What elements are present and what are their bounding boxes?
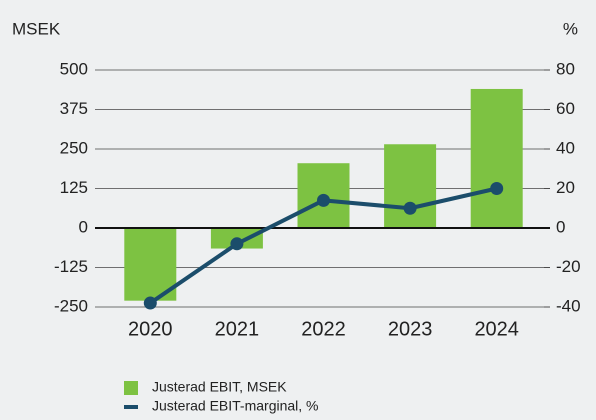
x-tick-label: 2023 bbox=[388, 318, 433, 340]
y-tick-label: 250 bbox=[60, 138, 88, 157]
y2-tick-label: 80 bbox=[556, 59, 575, 78]
line-marker bbox=[317, 193, 330, 207]
legend-label: Justerad EBIT-marginal, % bbox=[152, 398, 319, 414]
y-tick-label: 125 bbox=[60, 178, 88, 197]
bar bbox=[470, 88, 523, 229]
bar bbox=[124, 228, 177, 301]
y-tick-label: 500 bbox=[60, 59, 88, 78]
legend-swatch bbox=[124, 381, 138, 395]
y2-tick-label: 20 bbox=[556, 178, 575, 197]
y-tick-label: -250 bbox=[54, 296, 88, 315]
legend-label: Justerad EBIT, MSEK bbox=[152, 379, 287, 395]
y2-tick-label: 40 bbox=[556, 138, 575, 157]
y-tick-label: 375 bbox=[60, 99, 88, 118]
y2-axis-label: % bbox=[563, 19, 578, 38]
y-tick-label: -125 bbox=[54, 257, 88, 276]
x-tick-label: 2024 bbox=[474, 318, 519, 340]
x-tick-label: 2021 bbox=[215, 318, 260, 340]
y-axis-label: MSEK bbox=[12, 19, 61, 38]
y-tick-label: 0 bbox=[79, 217, 88, 236]
bar bbox=[384, 144, 437, 228]
line-marker bbox=[143, 296, 157, 310]
line-marker bbox=[230, 237, 244, 251]
y2-tick-label: 0 bbox=[556, 217, 565, 236]
x-tick-label: 2022 bbox=[301, 318, 346, 340]
x-tick-label: 2020 bbox=[128, 318, 173, 340]
line-marker bbox=[490, 182, 504, 195]
legend-swatch bbox=[124, 405, 138, 409]
y2-tick-label: 60 bbox=[556, 99, 575, 118]
y2-tick-label: -40 bbox=[556, 296, 581, 315]
line-marker bbox=[403, 201, 417, 215]
y2-tick-label: -20 bbox=[556, 257, 581, 276]
